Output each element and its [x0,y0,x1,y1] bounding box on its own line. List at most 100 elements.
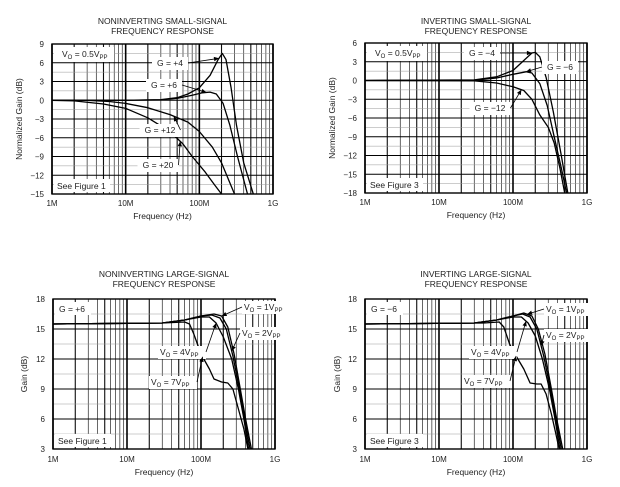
series-group [365,312,564,449]
x-axis-label: Frequency (Hz) [447,210,506,220]
arrowhead-icon [199,356,204,363]
annotation-background [242,301,290,314]
chart-subtitle: FREQUENCY RESPONSE [111,26,214,36]
y-tick-label: 18 [348,295,357,304]
chart-title: INVERTING LARGE-SIGNAL [420,269,532,279]
annotation-background [149,376,197,389]
y-tick-label: 15 [36,325,45,334]
y-tick-label: −3 [35,115,45,124]
series-line-0 [52,52,254,194]
condition-background [367,302,403,315]
annotation-background [139,124,181,137]
arrowhead-icon [526,50,532,56]
series-line-2 [52,99,236,194]
y-axis-label: Gain (dB) [19,356,29,393]
annotation-label: VO = 4VPP [471,347,509,359]
annotation-label: G = −12 [475,103,506,113]
annotation-background [158,346,206,359]
y-tick-label: 6 [353,39,358,48]
annotation-background [544,329,592,342]
y-tick-label: 3 [353,58,358,67]
y-tick-label: 0 [40,96,45,105]
y-tick-label: −12 [343,152,357,161]
plot-frame [364,298,588,450]
x-axis-label: Frequency (Hz) [447,467,506,477]
annotation-label: G = +20 [143,160,174,170]
annotation-arrow-line [187,57,220,64]
annotation-label: G = +6 [151,80,177,90]
x-tick-label: 10M [431,455,447,464]
condition-label: G = −6 [371,304,397,314]
arrowhead-icon [212,323,217,329]
figure-note: See Figure 3 [370,436,419,446]
annotation-label: VO = 2VPP [242,328,280,340]
x-tick-label: 1G [582,455,593,464]
annotation-label: VO = 1VPP [546,304,584,316]
note-background [367,434,423,447]
y-tick-label: −9 [348,133,358,142]
arrowhead-icon [512,356,518,362]
y-tick-label: 9 [40,40,45,49]
x-tick-label: 1M [359,455,370,464]
series-line-2 [365,79,566,193]
chart-title: NONINVERTING SMALL-SIGNAL [98,16,228,26]
chart-bl: See Figure 1 G = +6 1M 10M 100M 1G 18 15 12 9 6 3 NO… [19,269,290,477]
arrowhead-icon [201,88,207,94]
x-axis-label: Frequency (Hz) [135,467,194,477]
plot-frame [52,298,276,450]
y-tick-label: −9 [35,153,45,162]
condition-background [55,302,91,315]
series-line-1 [52,91,249,194]
plot-frame [364,42,588,194]
x-tick-label: 1M [46,199,57,208]
arrowhead-icon [527,310,533,315]
chart-title: NONINVERTING LARGE-SIGNAL [99,269,229,279]
arrowhead-icon [221,311,228,316]
series-group [52,52,254,194]
arrowhead-icon [177,141,183,147]
chart-subtitle: FREQUENCY RESPONSE [425,279,528,289]
y-tick-label: −12 [30,171,44,180]
figure-note: See Figure 1 [57,181,106,191]
series-line-3 [53,321,249,449]
annotation-background [240,327,288,340]
annotation-label: G = −6 [547,62,573,72]
figure-note: See Figure 1 [58,436,107,446]
arrowhead-icon [213,56,220,62]
annotation-background [469,102,511,115]
y-tick-label: 9 [41,385,46,394]
annotation-background [152,57,188,70]
annotation-background [544,303,592,316]
annotation-arrow-line [516,321,527,353]
plot-frame [51,43,274,195]
series-line-3 [365,321,560,449]
annotation-background [137,159,179,172]
arrowhead-icon [173,116,178,122]
y-axis-label: Gain (dB) [332,356,342,393]
x-tick-label: 1G [268,199,279,208]
y-axis-label: Normalized Gain (dB) [14,78,24,160]
chart-tr: See Figure 3 VO = 0.5VPP 1M 10M 100M 1G 6 3 0 −3 −… [327,16,592,220]
annotation-label: G = −4 [469,48,495,58]
y-tick-label: 12 [36,355,45,364]
annotation-arrow-line [205,322,217,353]
condition-background [367,46,427,61]
arrowhead-icon [516,89,522,96]
x-tick-label: 1G [270,455,281,464]
annotation-background [469,346,517,359]
series-line-1 [365,71,568,193]
arrowhead-icon [231,345,236,352]
annotation-label: VO = 7VPP [464,376,502,388]
x-tick-label: 100M [503,455,523,464]
y-tick-label: 3 [40,78,45,87]
series-line-2 [365,316,561,449]
chart-tl: See Figure 1 VO = 0.5VPP 1M 10M 100M 1G 9 6 3 0 −3… [14,16,278,221]
annotation-label: VO = 4VPP [160,347,198,359]
y-tick-label: −15 [30,190,44,199]
x-tick-label: 10M [118,199,134,208]
annotation-label: VO = 2VPP [546,330,584,342]
condition-background [54,47,114,62]
arrowhead-icon [522,321,527,327]
condition-label: VO = 0.5VPP [375,48,421,60]
annotation-background [146,79,182,92]
